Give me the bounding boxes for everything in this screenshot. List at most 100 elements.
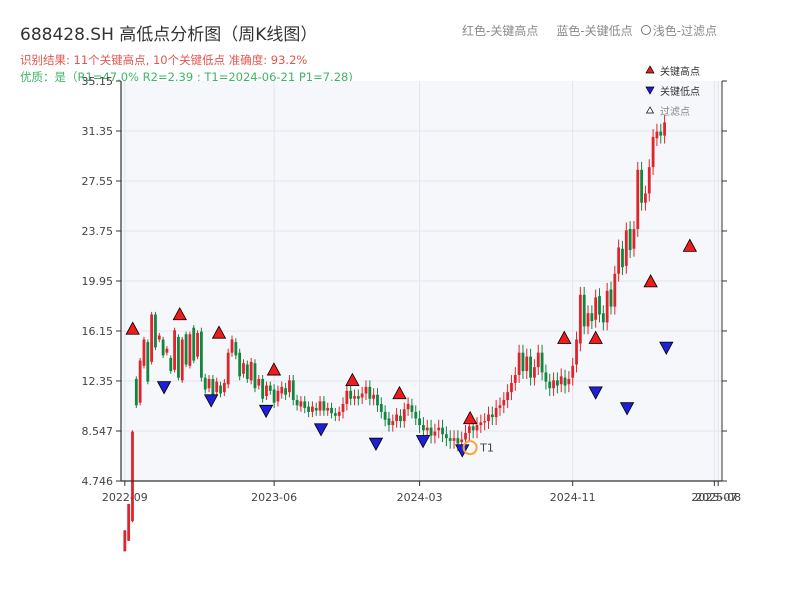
candle-body [406,403,410,410]
candle-body [318,401,322,411]
y-tick-label: 35.15 [82,75,114,88]
circle-icon [640,25,651,35]
candle-body [399,415,402,422]
candle-body [311,406,314,412]
y-tick-label: 31.35 [82,125,114,138]
candle-body [460,439,464,443]
candle-body [138,360,142,403]
candle-body [555,380,559,386]
candle-body [341,403,345,412]
candle-body [487,414,490,422]
x-tick-label: 2022-09 [102,491,148,504]
candle-body [552,380,555,389]
candle-body [644,193,647,203]
candle-body [192,327,196,361]
axes: 4.746 8.547 12.35 16.15 19.95 23.75 27.55 31.35… [82,75,742,504]
candle-body [651,136,655,168]
candle-body [157,335,161,340]
candle-body [226,352,230,385]
candle-body [601,313,605,323]
candle-body [663,122,666,136]
candle-body [575,339,578,365]
key-high-marker [172,306,187,321]
key-high-marker [557,330,572,344]
candle-body [184,334,188,365]
key-low-marker [619,402,635,416]
candle-body [529,356,532,378]
candles [123,114,666,552]
candle-body [444,434,448,439]
candle-body [521,352,525,372]
candle-body [582,294,586,327]
candle-body [150,314,154,362]
candle-body [211,378,215,395]
candle-body [284,388,288,395]
candle-body [655,131,659,139]
candle-body [533,367,536,378]
legend-filter-label: 过滤点 [660,105,690,118]
candle-body [165,348,169,353]
candle-body [479,422,483,426]
candle-body [598,296,601,315]
candle-body [345,390,349,404]
candle-body [222,382,226,393]
candle-body [360,393,364,398]
candle-body [379,403,383,412]
candle-body [257,378,261,386]
candle-body [613,273,617,307]
candle-body [506,392,510,401]
candle-body [636,169,640,230]
candle-body [230,339,234,353]
legend-light-text: 浅色-过滤点 [652,24,718,38]
key-high-marker [392,385,407,400]
candle-body [234,342,238,356]
y-tick-label: 23.75 [82,225,114,238]
candle-body [513,375,517,383]
candle-body [617,247,621,274]
candle-body [295,400,299,406]
candle-body [326,407,330,411]
candle-body [605,290,609,323]
candle-body [567,378,571,385]
x-tick-label: 2024-03 [397,491,443,504]
candle-body [433,431,437,436]
key-high-marker [682,238,698,252]
candle-body [628,229,632,251]
candle-body [333,413,337,416]
candle-body [475,425,479,431]
candle-body [249,361,253,381]
candle-body [219,385,222,394]
key-high-marker [345,372,360,386]
candle-body [609,289,613,307]
key-low-marker [156,381,172,395]
candle-body [299,401,303,407]
legend-red-text: 红色-关键高点 [462,24,539,38]
markers: T1 [125,238,698,458]
x-tick-label: 2025-07 [691,491,737,504]
candle-body [456,438,460,444]
color-legend: 红色-关键高点 蓝色-关键低点 浅色-过滤点 [462,22,717,39]
candle-body [563,377,567,386]
y-tick-label: 16.15 [82,325,114,338]
candle-body [402,409,406,422]
candle-body [188,334,192,366]
candle-body [242,363,245,374]
candle-body [276,390,280,402]
x-tick-label: 2023-06 [251,491,297,504]
candle-body [540,352,544,373]
candle-body [464,432,467,440]
candle-body [161,339,165,356]
candle-body [536,352,540,368]
key-low-marker [258,404,274,419]
candle-body [207,378,211,389]
candle-body [647,167,651,194]
y-tick-label: 27.55 [82,175,114,188]
candle-body [586,313,590,327]
candle-body [571,365,575,378]
candle-body [418,418,421,426]
candle-body [288,380,291,393]
candle-body [559,376,563,385]
candle-body [238,352,242,377]
candle-body [429,427,433,436]
candle-body [452,438,456,441]
